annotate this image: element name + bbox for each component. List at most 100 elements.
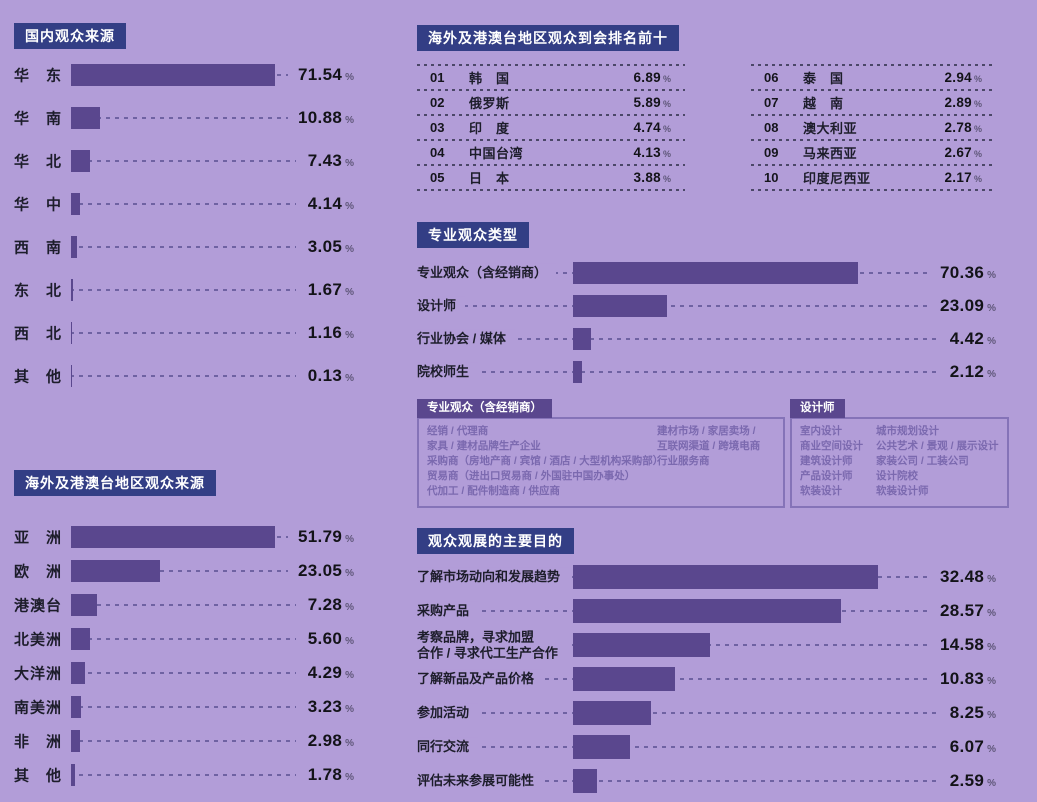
bar-label: 西 北 bbox=[14, 320, 72, 345]
rank-value-number: 2.17 bbox=[944, 170, 972, 185]
section-visit-purpose: 观众观展的主要目的 了解市场动向和发展趋势 32.48% 采购产品 28.57% 考察品… bbox=[417, 528, 996, 798]
rank-number: 06 bbox=[764, 70, 779, 85]
bar-row: 院校师生 2.12% bbox=[417, 355, 996, 388]
bar bbox=[68, 628, 91, 650]
percent-sign: % bbox=[345, 738, 354, 749]
row-separator bbox=[417, 164, 685, 166]
rank-value: 2.17% bbox=[945, 170, 997, 185]
bar-row: 专业观众（含经销商） 70.36% bbox=[417, 256, 996, 289]
rank-value: 2.94% bbox=[945, 70, 997, 85]
rank-value-number: 5.89 bbox=[633, 95, 661, 110]
leader-dashes bbox=[16, 374, 296, 377]
bar-label: 华 南 bbox=[14, 105, 72, 130]
country-name: 越 南 bbox=[803, 96, 844, 111]
legend-column: 经销 / 代理商 家具 / 建材品牌生产企业 采购商（房地产商 / 宾馆 / 酒店 … bbox=[427, 424, 664, 499]
bar bbox=[573, 261, 858, 284]
bar-row: 北美洲 5.60% bbox=[14, 622, 354, 656]
bar bbox=[573, 735, 630, 759]
rank-value-number: 6.89 bbox=[633, 70, 661, 85]
bar-value: 51.79% bbox=[288, 525, 354, 549]
percent-sign: % bbox=[345, 329, 354, 341]
percent-sign: % bbox=[973, 174, 982, 184]
leader-dashes bbox=[16, 774, 296, 776]
bar-value: 23.09% bbox=[930, 293, 996, 318]
bar-row: 华 北 7.43% bbox=[14, 139, 354, 182]
bar-row: 参加活动 8.25% bbox=[417, 696, 996, 730]
row-separator bbox=[417, 189, 685, 191]
bar-value-number: 10.88 bbox=[298, 107, 343, 127]
bar-row: 华 东 71.54% bbox=[14, 53, 354, 96]
bar-value: 6.07% bbox=[939, 735, 996, 759]
bar bbox=[68, 594, 98, 616]
legend-item: 互联网渠道 / 跨境电商 bbox=[657, 440, 761, 452]
legend-item: 贸易商（进出口贸易商 / 外国驻中国办事处） bbox=[427, 470, 636, 482]
bar-row: 欧 洲 23.05% bbox=[14, 554, 354, 588]
bar bbox=[573, 599, 842, 623]
bar-value-number: 0.13 bbox=[307, 365, 343, 385]
section-overseas-visitor-source: 海外及港澳台地区观众来源 亚 洲 51.79% 欧 洲 23.05% 港澳台 7.28% 北… bbox=[14, 470, 354, 792]
bar-row: 西 南 3.05% bbox=[14, 225, 354, 268]
bar bbox=[68, 560, 161, 582]
bar-value: 0.13% bbox=[297, 363, 354, 388]
percent-sign: % bbox=[345, 568, 354, 579]
bar-value: 1.78% bbox=[297, 763, 354, 787]
bar bbox=[573, 294, 667, 317]
percent-sign: % bbox=[345, 772, 354, 783]
rank-row: 03 印 度 4.74% bbox=[417, 116, 685, 139]
percent-sign: % bbox=[662, 174, 671, 184]
bar-value-number: 14.58 bbox=[940, 635, 985, 654]
percent-sign: % bbox=[987, 574, 996, 585]
bar-label: 南美洲 bbox=[14, 694, 72, 720]
purpose-bar-chart: 了解市场动向和发展趋势 32.48% 采购产品 28.57% 考察品牌，寻求加盟 合作 … bbox=[417, 560, 996, 798]
bar-label: 港澳台 bbox=[14, 592, 72, 618]
country-name: 澳大利亚 bbox=[803, 121, 858, 136]
bar-value-number: 28.57 bbox=[940, 601, 985, 620]
rank-value-number: 2.94 bbox=[944, 70, 972, 85]
bar-value-number: 1.78 bbox=[307, 765, 343, 784]
bar-row: 非 洲 2.98% bbox=[14, 724, 354, 758]
country-name: 俄罗斯 bbox=[469, 96, 510, 111]
bar-row: 同行交流 6.07% bbox=[417, 730, 996, 764]
bar-value: 32.48% bbox=[930, 565, 996, 589]
bar-value-number: 1.67 bbox=[307, 279, 343, 299]
leader-dashes bbox=[419, 780, 946, 782]
bar-value-number: 10.83 bbox=[940, 669, 985, 688]
bar-value-number: 4.42 bbox=[949, 328, 985, 348]
bar-row: 考察品牌，寻求加盟 合作 / 寻求代工生产合作 14.58% bbox=[417, 627, 996, 663]
bar-value: 14.58% bbox=[930, 633, 996, 657]
rank-value: 5.89% bbox=[634, 95, 686, 110]
section-title: 观众观展的主要目的 bbox=[417, 528, 574, 554]
country-name: 日 本 bbox=[469, 171, 510, 186]
visitor-type-bar-chart: 专业观众（含经销商） 70.36% 设计师 23.09% 行业协会 / 媒体 4.42% 院… bbox=[417, 256, 996, 388]
section-overseas-rank: 海外及港澳台地区观众到会排名前十 01 韩 国 6.89% 02 俄罗斯 5.89% 03 印… bbox=[417, 25, 996, 191]
country-name: 印 度 bbox=[469, 121, 510, 136]
bar bbox=[573, 360, 582, 383]
leader-dashes bbox=[419, 678, 946, 680]
legend-body-professional: 经销 / 代理商 家具 / 建材品牌生产企业 采购商（房地产商 / 宾馆 / 酒店 … bbox=[417, 417, 785, 508]
leader-dashes bbox=[419, 337, 946, 340]
leader-dashes bbox=[16, 706, 296, 708]
leader-dashes bbox=[16, 604, 296, 606]
percent-sign: % bbox=[973, 99, 982, 109]
bar-label: 其 他 bbox=[14, 363, 72, 388]
bar-value-number: 6.07 bbox=[949, 737, 985, 756]
rank-value-number: 3.88 bbox=[633, 170, 661, 185]
bar-value-number: 7.43 bbox=[307, 150, 343, 170]
legend-item: 公共艺术 / 景观 / 展示设计 bbox=[876, 440, 999, 452]
leader-dashes bbox=[16, 672, 296, 674]
bar-value-number: 1.16 bbox=[307, 322, 343, 342]
bar-value-number: 23.09 bbox=[940, 295, 985, 315]
rank-table-6-10: 06 泰 国 2.94% 07 越 南 2.89% 08 澳大利亚 2.78% 09 马来西亚 2.6… bbox=[751, 64, 996, 191]
rank-value: 4.74% bbox=[634, 120, 686, 135]
bar bbox=[573, 565, 878, 589]
bar-value-number: 2.59 bbox=[949, 771, 985, 790]
section-title: 国内观众来源 bbox=[14, 23, 126, 49]
country-name: 印度尼西亚 bbox=[803, 171, 871, 186]
section-title: 专业观众类型 bbox=[417, 222, 529, 248]
bar-label: 行业协会 / 媒体 bbox=[417, 328, 515, 349]
legend-item: 建筑设计师 bbox=[800, 455, 853, 467]
bar-value: 5.60% bbox=[297, 627, 354, 651]
bar-value-number: 8.25 bbox=[949, 703, 985, 722]
legend-item: 采购商（房地产商 / 宾馆 / 酒店 / 大型机构采购部） bbox=[427, 455, 664, 467]
legend-item: 商业空间设计 bbox=[800, 440, 863, 452]
